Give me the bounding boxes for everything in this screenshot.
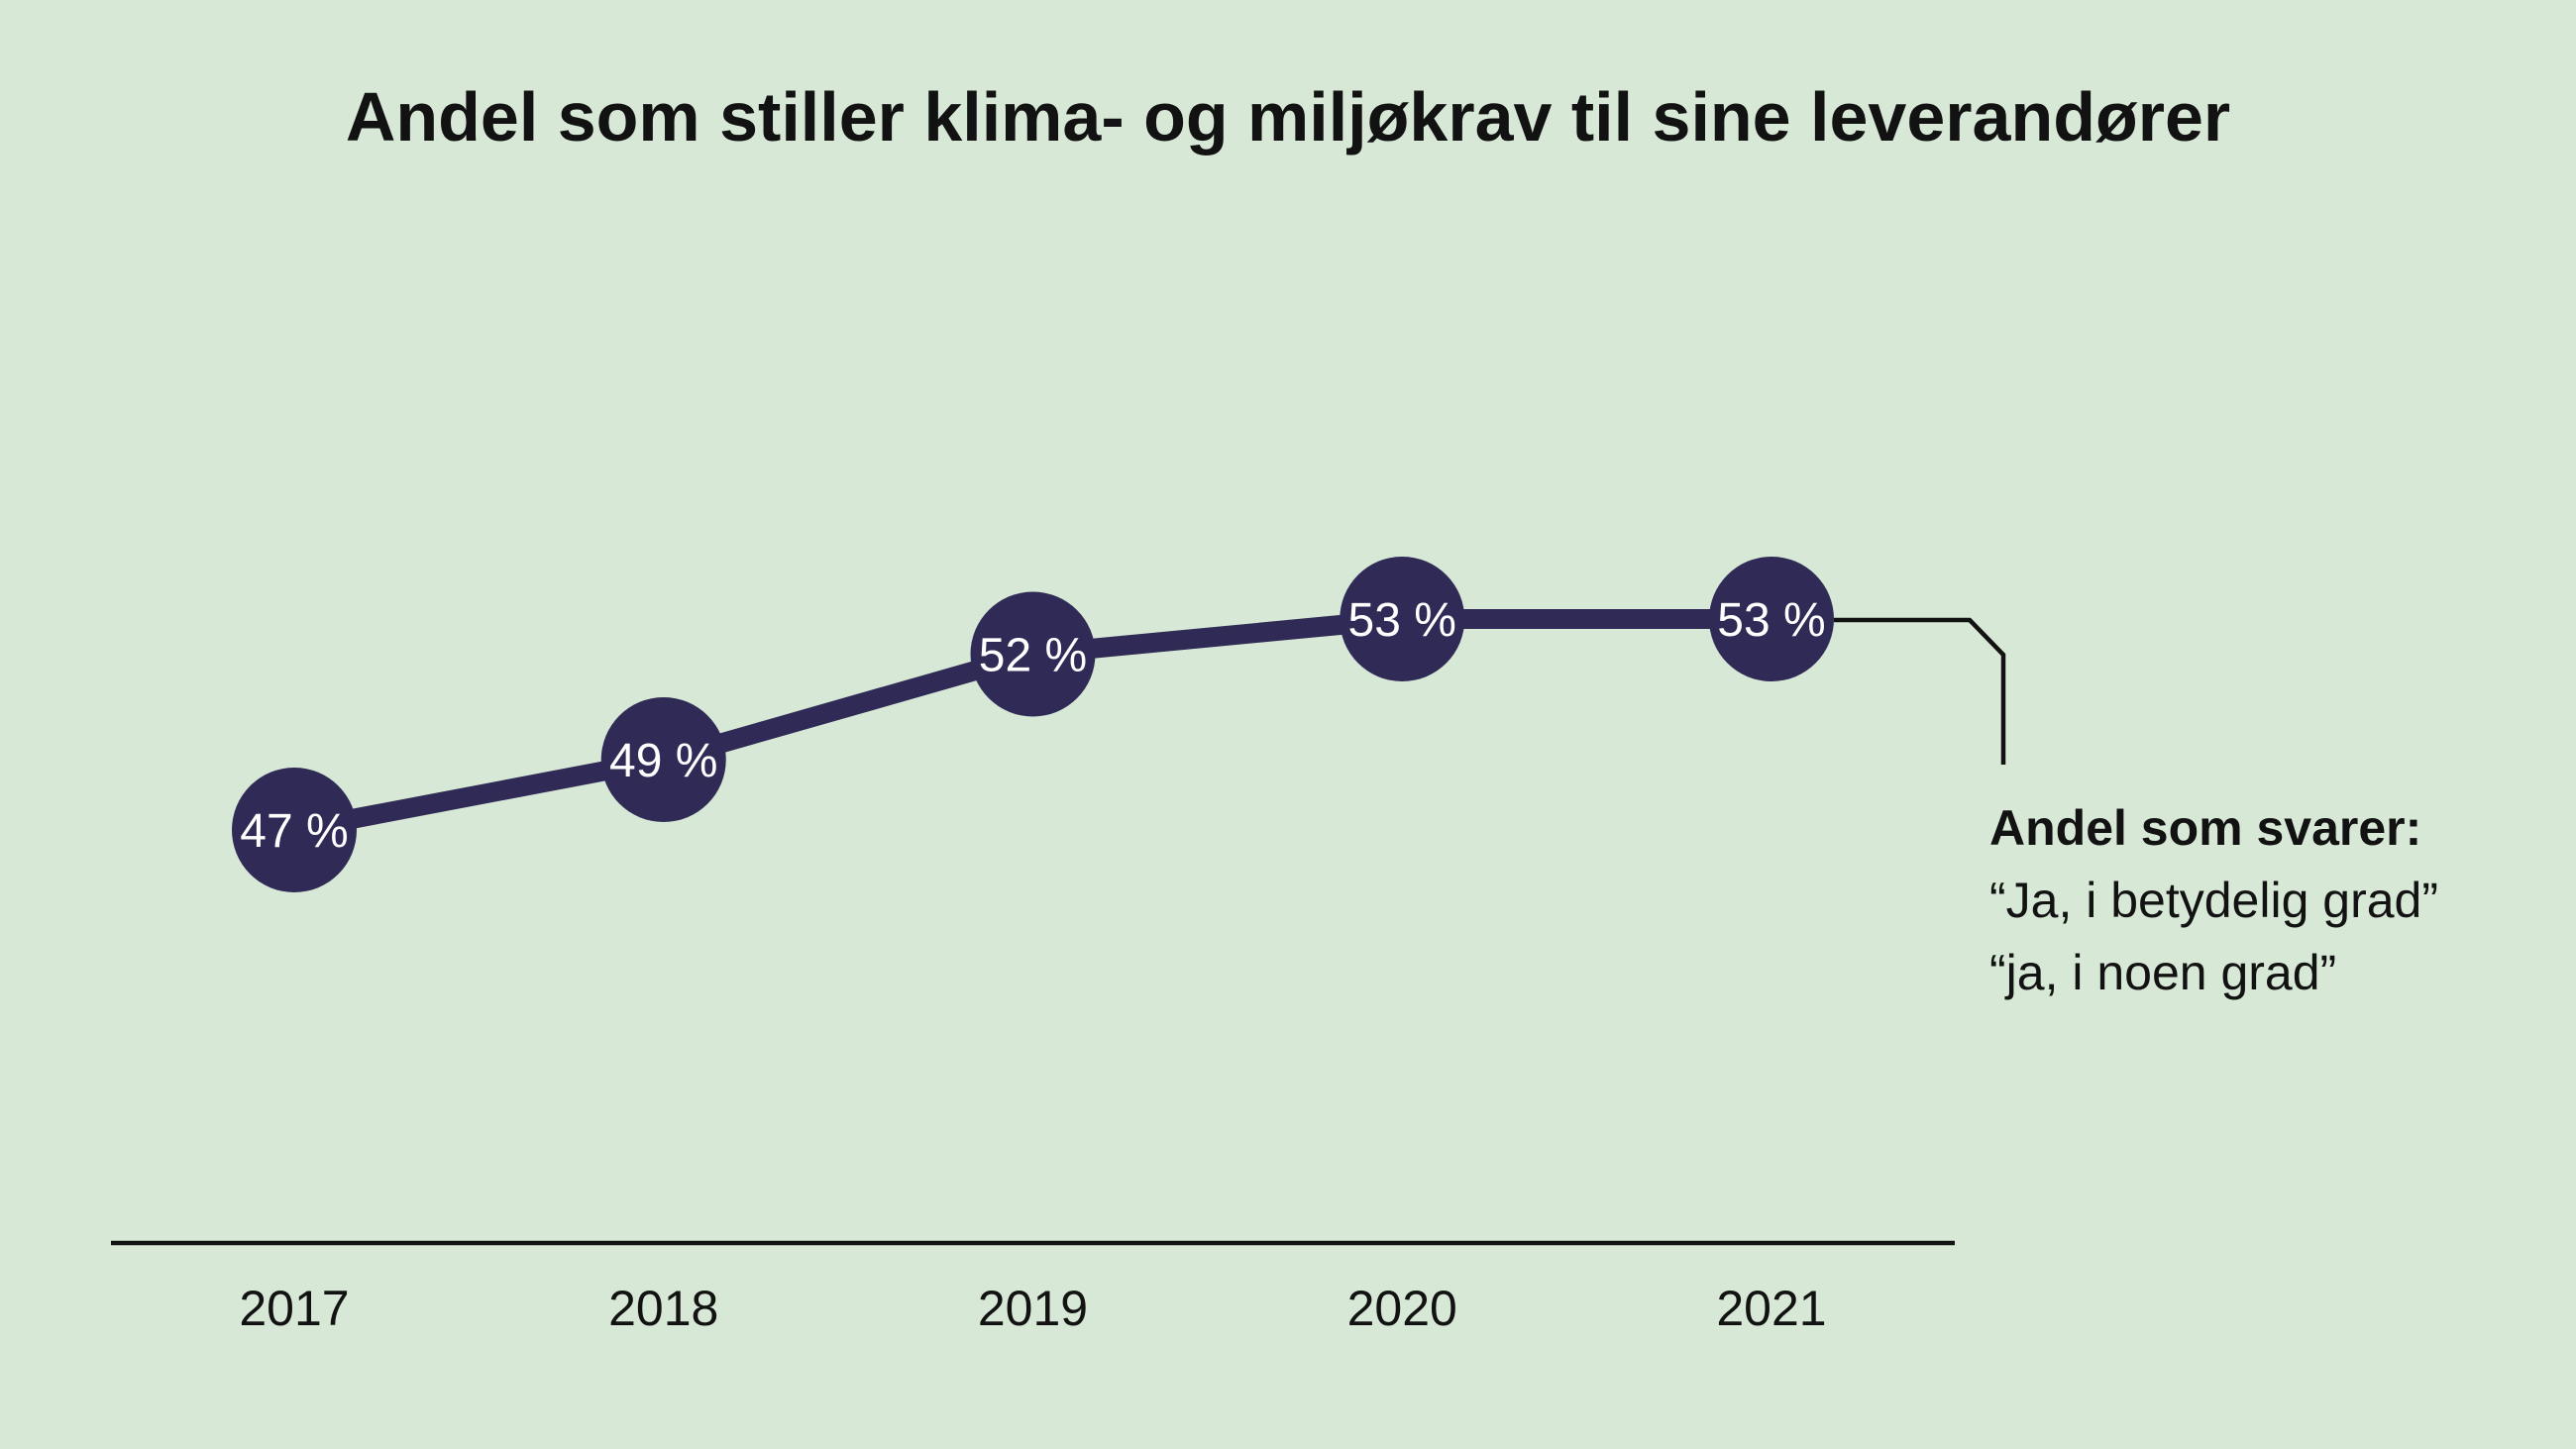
data-point-label-2017: 47 % (240, 805, 348, 858)
annotation: Andel som svarer: “Ja, i betydelig grad”… (1989, 792, 2544, 1009)
chart-title: Andel som stiller klima- og miljøkrav ti… (345, 78, 2231, 155)
data-point-label-2021: 53 % (1717, 594, 1825, 647)
x-tick-label-2021: 2021 (1716, 1281, 1826, 1336)
data-point-2020 (1340, 557, 1465, 681)
annotation-quote-line: “ja, i noen grad” (1989, 945, 2337, 1000)
data-point-label-2019: 52 % (979, 630, 1087, 682)
x-tick-label-2019: 2019 (978, 1281, 1088, 1336)
data-point-label-2018: 49 % (609, 735, 717, 787)
x-tick-label-2020: 2020 (1347, 1281, 1457, 1336)
data-point-2019 (970, 591, 1096, 717)
x-tick-label-2017: 2017 (239, 1281, 349, 1336)
annotation-quote-line: “Ja, i betydelig grad” (1989, 873, 2439, 928)
data-point-2017 (232, 768, 357, 892)
data-point-2018 (600, 697, 726, 822)
annotation-connector-line (1834, 617, 2006, 765)
data-point-label-2020: 53 % (1348, 594, 1456, 647)
x-tick-label-2018: 2018 (608, 1281, 718, 1336)
annotation-heading: Andel som svarer: (1989, 800, 2422, 856)
data-point-2021 (1709, 557, 1834, 681)
